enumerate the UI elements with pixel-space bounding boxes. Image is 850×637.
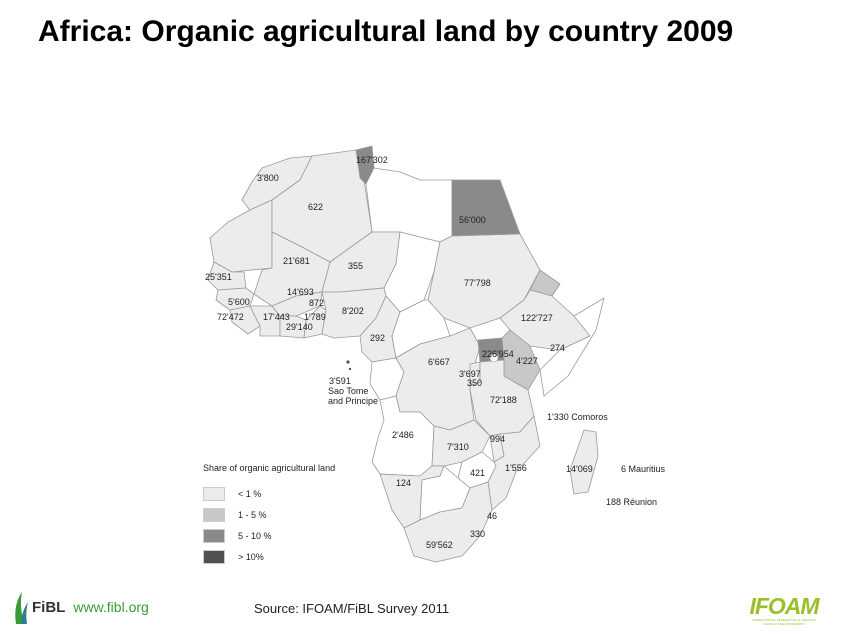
country-egypt xyxy=(451,179,521,237)
legend-swatch xyxy=(203,486,225,501)
label-guinea: 5'600 xyxy=(228,297,250,307)
label-comoros: 1'330 Comoros xyxy=(547,412,608,422)
label-senegal: 25'351 xyxy=(205,272,232,282)
country-mozambique xyxy=(487,415,541,511)
legend-label: 5 - 10 % xyxy=(238,530,272,541)
label-egypt: 56'000 xyxy=(459,215,486,225)
legend-label: 1 - 5 % xyxy=(238,509,267,520)
label-togo: 1'789 xyxy=(304,312,326,322)
label-sudan: 77'798 xyxy=(464,278,491,288)
legend-swatch xyxy=(203,549,225,564)
label-stp-value: 3'591 xyxy=(329,376,351,386)
page-title: Africa: Organic agricultural land by cou… xyxy=(38,15,734,48)
country-south-africa xyxy=(403,481,493,563)
label-tanzania: 72'188 xyxy=(490,395,517,405)
label-sierra-leone: 72'472 xyxy=(217,312,244,322)
label-ethiopia: 122'727 xyxy=(521,313,553,323)
label-ghana: 29'140 xyxy=(286,322,313,332)
label-somalia: 274 xyxy=(550,343,566,353)
label-mauritius: 6 Mauritius xyxy=(621,464,666,474)
country-mauritania xyxy=(209,199,273,273)
label-mozambique: 1'556 xyxy=(505,463,527,473)
fibl-logo: FiBL www.fibl.org xyxy=(12,590,149,624)
label-burkina: 14'693 xyxy=(287,287,314,297)
label-namibia: 124 xyxy=(396,478,412,488)
label-angola: 2'486 xyxy=(392,430,414,440)
legend-swatch xyxy=(203,507,225,522)
label-south-africa: 59'562 xyxy=(426,540,453,550)
legend-label: > 10% xyxy=(238,551,264,562)
label-algeria: 622 xyxy=(308,202,324,212)
label-zimbabwe: 421 xyxy=(470,468,486,478)
country-somalia xyxy=(539,297,605,397)
legend-item: > 10% xyxy=(203,546,335,567)
legend-item: 1 - 5 % xyxy=(203,504,335,525)
country-sierra-leone xyxy=(229,305,261,335)
label-kenya: 4'227 xyxy=(516,356,538,366)
label-lesotho: 330 xyxy=(470,529,486,539)
label-stp-name-2: and Principe xyxy=(328,396,379,406)
label-ivory-coast: 17'443 xyxy=(263,312,290,322)
legend-item: 5 - 10 % xyxy=(203,525,335,546)
ifoam-subtitle: INTERNATIONAL FEDERATION OF ORGANIC AGRI… xyxy=(752,618,816,626)
legend: Share of organic agricultural land < 1 %… xyxy=(203,463,335,567)
country-madagascar xyxy=(569,429,599,495)
lake-victoria xyxy=(489,353,499,363)
label-malawi: 994 xyxy=(490,434,506,444)
label-rwanda: 3'697 xyxy=(459,369,481,379)
country-libya xyxy=(365,167,453,243)
label-morocco: 3'800 xyxy=(257,173,279,183)
fibl-link[interactable]: www.fibl.org xyxy=(73,599,149,615)
sao-tome-dot xyxy=(346,360,350,364)
principe-dot xyxy=(348,367,352,371)
label-madagascar: 14'069 xyxy=(566,464,593,474)
label-reunion: 188 Réunion xyxy=(606,497,658,507)
ifoam-name: IFOAM xyxy=(749,593,819,619)
label-mali: 21'681 xyxy=(283,256,310,266)
legend-label: < 1 % xyxy=(238,488,262,499)
label-uganda: 226'954 xyxy=(482,349,514,359)
label-niger: 355 xyxy=(348,261,364,271)
label-swaziland: 46 xyxy=(487,511,498,521)
label-tunisia: 167'302 xyxy=(356,155,388,165)
label-zambia: 7'310 xyxy=(447,442,469,452)
source-note: Source: IFOAM/FiBL Survey 2011 xyxy=(254,601,450,616)
legend-item: < 1 % xyxy=(203,483,335,504)
label-drc: 6'667 xyxy=(428,357,450,367)
label-cameroon: 292 xyxy=(370,333,386,343)
label-nigeria: 8'202 xyxy=(342,306,364,316)
legend-swatch xyxy=(203,528,225,543)
label-benin-togo: 872 xyxy=(309,298,325,308)
fibl-leaf-icon xyxy=(15,592,28,624)
fibl-name: FiBL xyxy=(32,598,66,616)
ifoam-logo: IFOAM INTERNATIONAL FEDERATION OF ORGANI… xyxy=(744,594,824,626)
label-burundi: 350 xyxy=(467,378,483,388)
legend-title: Share of organic agricultural land xyxy=(203,463,336,473)
label-stp-name-1: Sao Tome xyxy=(328,386,369,396)
